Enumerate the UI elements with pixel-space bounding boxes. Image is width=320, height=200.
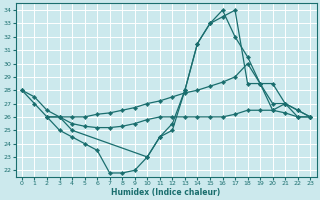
X-axis label: Humidex (Indice chaleur): Humidex (Indice chaleur) — [111, 188, 221, 197]
